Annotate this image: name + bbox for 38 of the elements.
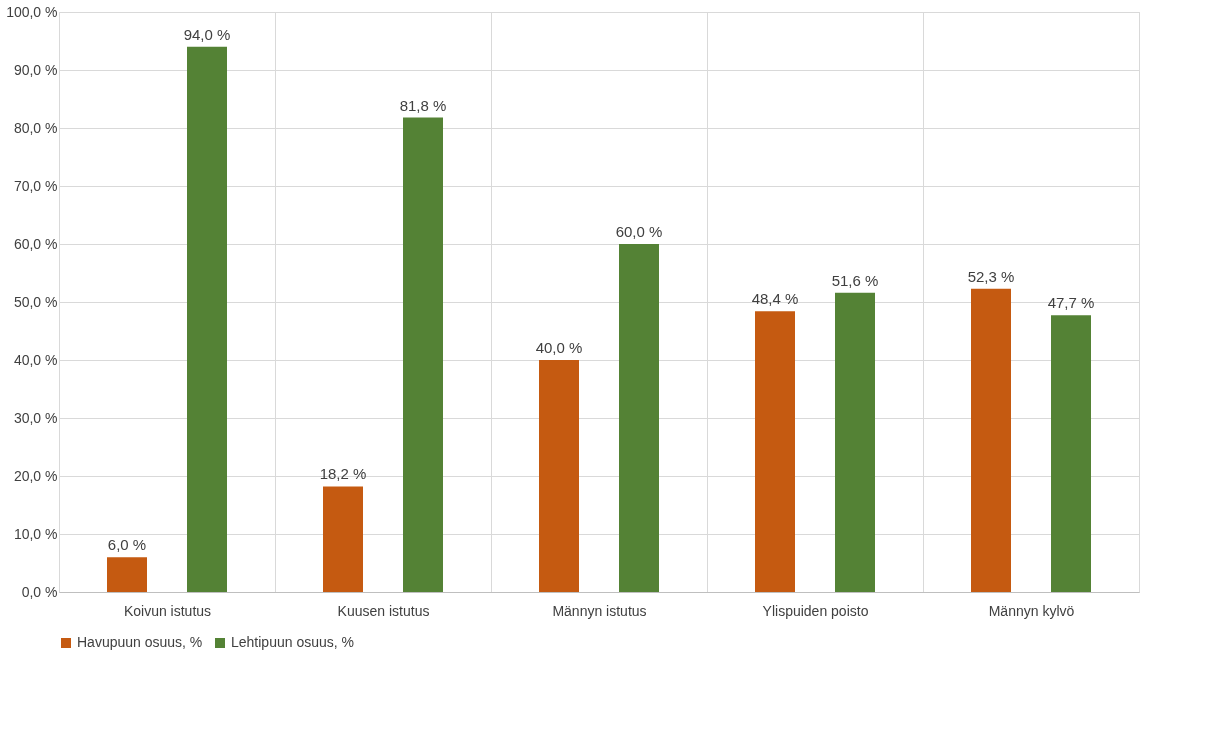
y-tick-label: 80,0 % xyxy=(13,119,58,136)
x-tick-label: Männyn kylvö xyxy=(988,602,1075,619)
y-tick-label: 30,0 % xyxy=(13,409,58,426)
data-label: 6,0 % xyxy=(107,536,147,554)
y-tick-label: 70,0 % xyxy=(13,177,58,194)
data-label: 52,3 % xyxy=(967,267,1015,285)
y-tick-label: 90,0 % xyxy=(13,61,58,78)
bar xyxy=(323,486,363,592)
data-label: 60,0 % xyxy=(615,223,663,240)
x-tick-label: Männyn istutus xyxy=(552,602,647,619)
bar xyxy=(619,244,659,592)
legend-label: Lehtipuun osuus, % xyxy=(231,634,354,650)
y-tick-label: 60,0 % xyxy=(13,235,58,252)
data-label: 48,4 % xyxy=(751,290,799,308)
bar xyxy=(1051,315,1091,592)
bar xyxy=(403,117,443,592)
data-label: 40,0 % xyxy=(535,339,583,356)
legend-label: Havupuun osuus, % xyxy=(77,634,203,650)
y-tick-label: 20,0 % xyxy=(13,467,58,484)
bar xyxy=(187,46,227,592)
bar xyxy=(971,288,1011,592)
data-label: 47,7 % xyxy=(1047,294,1095,312)
data-label: 18,2 % xyxy=(319,465,367,483)
bar xyxy=(107,557,147,592)
y-tick-label: 40,0 % xyxy=(13,351,58,368)
y-tick-label: 50,0 % xyxy=(13,293,58,310)
y-tick-label: 100,0 % xyxy=(6,3,58,20)
data-label: 94,0 % xyxy=(183,25,231,43)
y-tick-label: 10,0 % xyxy=(13,525,58,542)
x-tick-label: Koivun istutus xyxy=(123,602,212,619)
bar xyxy=(539,360,579,592)
bar xyxy=(755,311,795,592)
y-tick-label: 0,0 % xyxy=(21,583,58,600)
bar xyxy=(835,292,875,592)
data-label: 51,6 % xyxy=(831,271,879,289)
x-tick-label: Kuusen istutus xyxy=(337,602,430,619)
x-tick-label: Ylispuiden poisto xyxy=(762,602,869,619)
data-label: 81,8 % xyxy=(399,96,447,114)
